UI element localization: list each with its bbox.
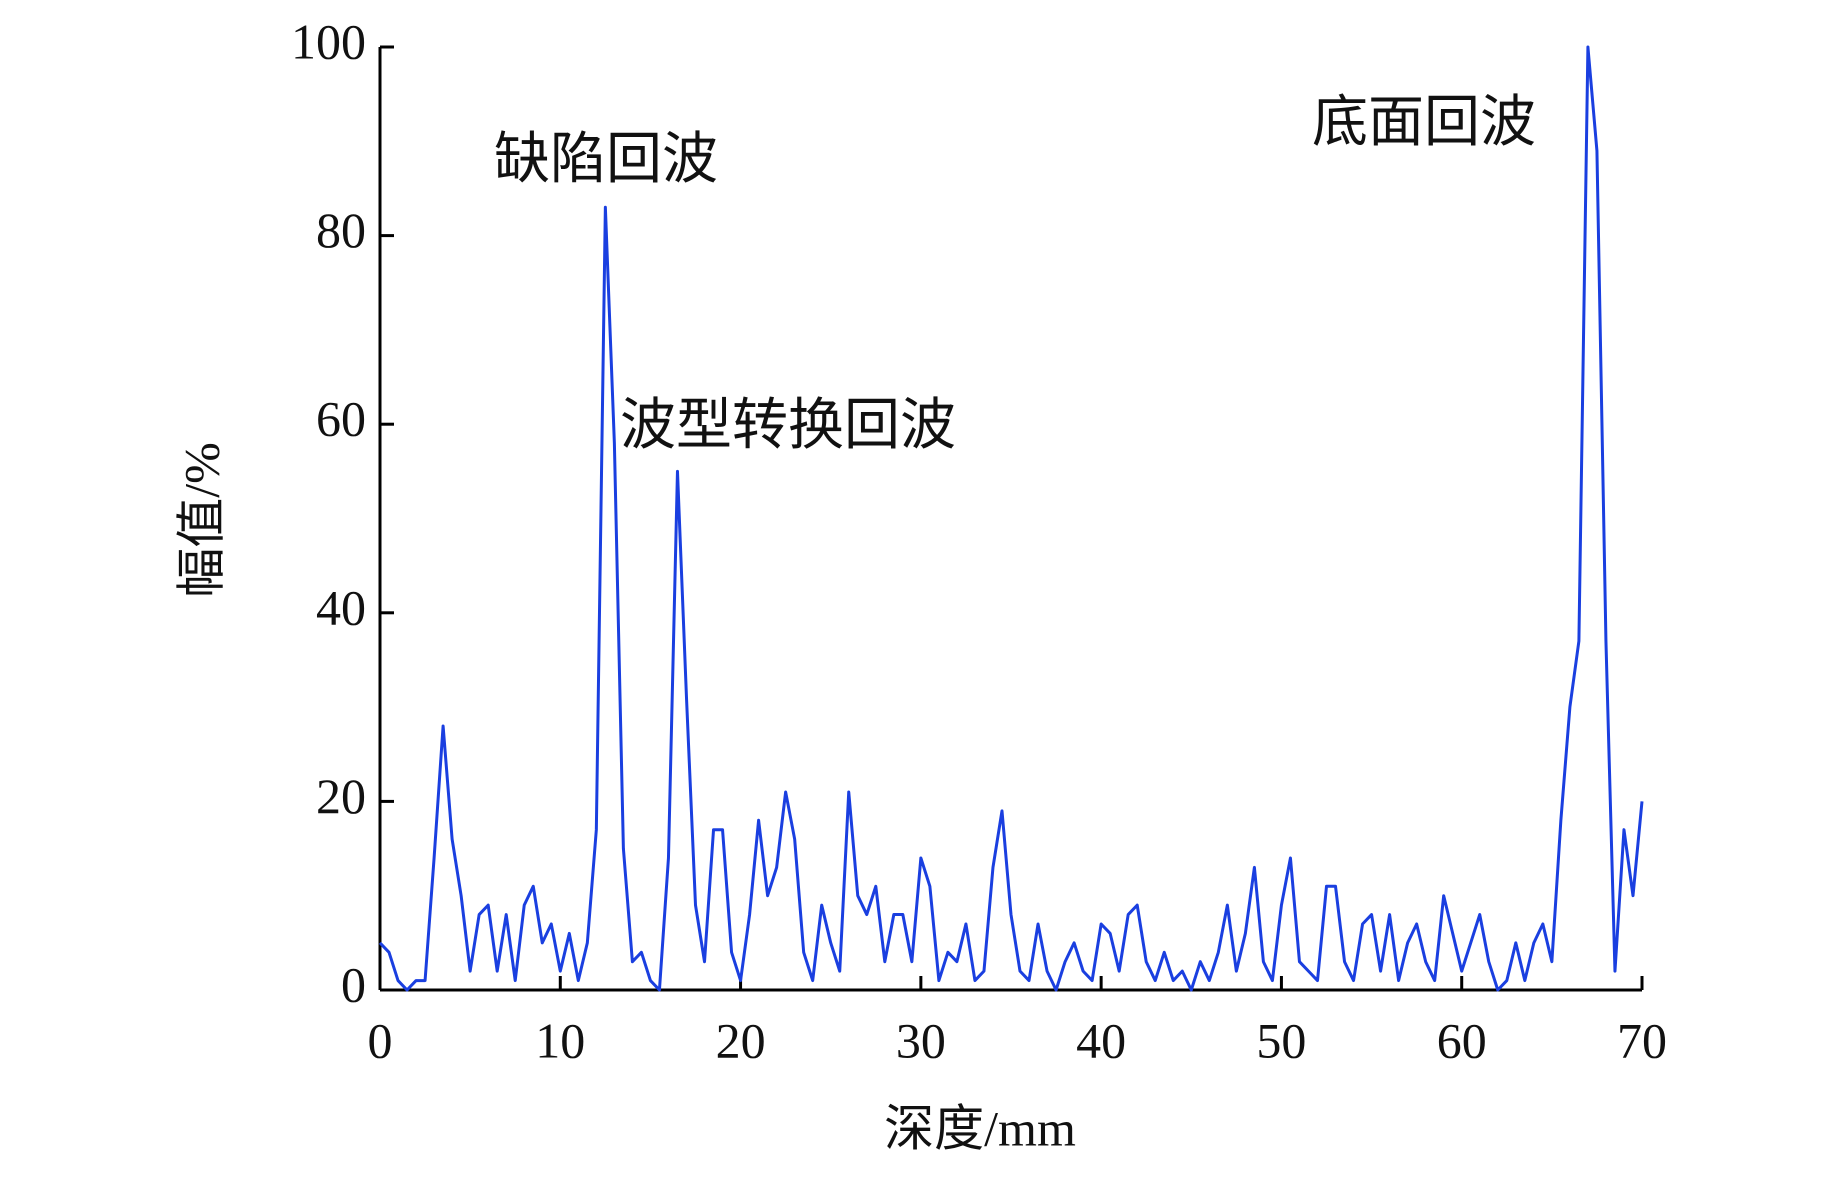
x-tick-label: 70 [1617,1012,1667,1068]
x-tick-label: 20 [716,1012,766,1068]
x-tick-label: 30 [896,1012,946,1068]
y-tick-label: 80 [316,202,366,258]
x-tick-label: 40 [1076,1012,1126,1068]
y-axis-label: 幅值/% [173,442,229,598]
annotation: 波型转换回波 [620,395,956,457]
data-line [378,45,1644,992]
annotation: 缺陷回波 [494,129,718,191]
y-tick-label: 0 [341,956,366,1012]
y-tick-label: 60 [316,391,366,447]
y-tick-label: 100 [291,13,366,69]
annotation: 底面回波 [1312,92,1536,154]
x-tick-label: 60 [1437,1012,1487,1068]
x-axis-label: 深度/mm [884,1100,1076,1156]
x-tick-label: 50 [1256,1012,1306,1068]
x-tick-label: 0 [368,1012,393,1068]
y-tick-label: 40 [316,579,366,635]
y-tick-label: 20 [316,768,366,824]
x-tick-label: 10 [535,1012,585,1068]
